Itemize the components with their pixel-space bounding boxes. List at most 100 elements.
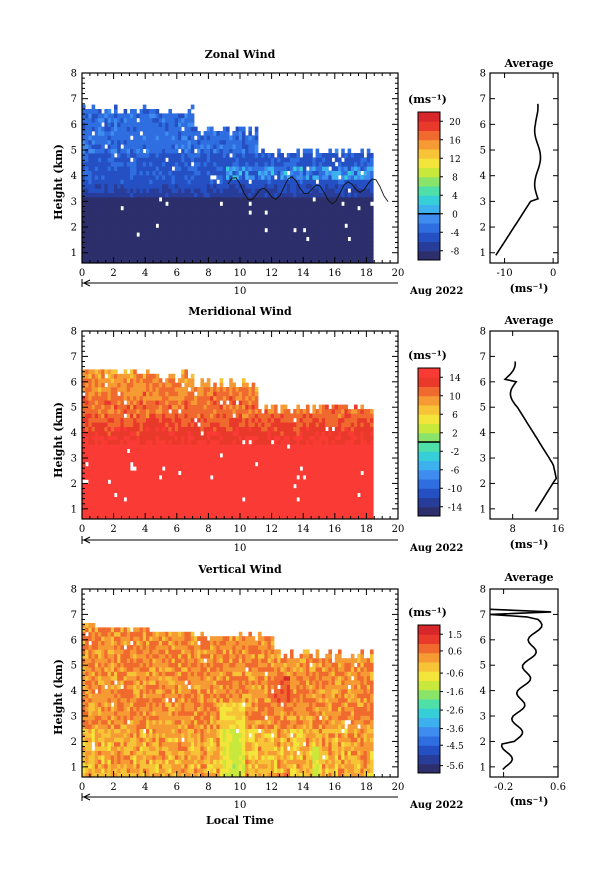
heatmap-cell <box>248 245 252 251</box>
heatmap-cell <box>130 395 134 401</box>
heatmap-cell <box>338 161 342 167</box>
heatmap-cell <box>171 422 176 427</box>
heatmap-cell <box>110 258 115 264</box>
heatmap-cell <box>226 479 230 485</box>
heatmap-cell <box>174 448 179 454</box>
heatmap-cell <box>270 444 275 449</box>
heatmap-cell <box>206 505 211 511</box>
heatmap-cell <box>94 510 99 515</box>
heatmap-cell <box>290 470 294 476</box>
heatmap-cell <box>133 488 137 493</box>
heatmap-cell <box>126 117 131 123</box>
heatmap-cell <box>107 413 112 419</box>
heatmap-cell <box>318 175 323 180</box>
heatmap-cell <box>123 175 128 180</box>
heatmap-cell <box>229 232 233 237</box>
heatmap-cell <box>126 249 131 255</box>
heatmap-cell <box>133 179 137 185</box>
heatmap-cell <box>264 461 268 467</box>
heatmap-cell <box>366 227 371 233</box>
heatmap-cell <box>187 439 192 445</box>
heatmap-cell <box>197 475 201 480</box>
heatmap-cell <box>136 444 140 449</box>
heatmap-cell <box>162 488 166 493</box>
heatmap-cell <box>222 492 227 498</box>
heatmap-cell <box>110 391 115 397</box>
heatmap-cell <box>82 492 86 498</box>
heatmap-cell <box>171 188 176 193</box>
heatmap-cell <box>258 227 262 233</box>
heatmap-cell <box>104 510 108 515</box>
heatmap-cell <box>168 249 172 255</box>
heatmap-cell <box>155 457 160 463</box>
heatmap-cell <box>258 505 262 511</box>
heatmap-cell <box>245 157 249 163</box>
heatmap-cell <box>110 254 115 259</box>
heatmap-cell <box>194 205 198 211</box>
heatmap-cell <box>242 409 246 414</box>
heatmap-cell <box>213 395 217 401</box>
heatmap-cell <box>325 497 329 502</box>
heatmap-cell <box>158 148 163 154</box>
heatmap-cell <box>142 161 147 167</box>
heatmap-cell <box>213 249 217 255</box>
heatmap-cell <box>322 183 326 189</box>
heatmap-cell <box>117 153 121 158</box>
heatmap-cell <box>283 501 288 507</box>
heatmap-cell <box>142 166 147 171</box>
heatmap-cell <box>88 510 92 515</box>
heatmap-cell <box>126 139 131 145</box>
heatmap-cell <box>357 170 361 176</box>
heatmap-cell <box>328 435 332 441</box>
heatmap-cell <box>181 444 185 449</box>
heatmap-cell <box>142 426 147 432</box>
heatmap-cell <box>194 501 198 507</box>
heatmap-cell <box>296 444 300 449</box>
heatmap-cell <box>181 117 185 123</box>
heatmap-cell <box>210 453 214 458</box>
heatmap-cell <box>318 170 323 176</box>
heatmap-cell <box>146 475 150 480</box>
heatmap-cell <box>293 439 297 445</box>
heatmap-cell <box>149 258 153 264</box>
heatmap-cell <box>187 197 192 202</box>
heatmap-cell <box>142 488 147 493</box>
heatmap-cell <box>258 497 262 502</box>
heatmap-cell <box>325 475 329 480</box>
heatmap-cell <box>152 426 156 432</box>
heatmap-cell <box>328 183 332 189</box>
heatmap-cell <box>331 236 336 242</box>
heatmap-cell <box>293 201 297 207</box>
heatmap-cell <box>306 453 310 458</box>
heatmap-cell <box>222 241 227 246</box>
heatmap-cell <box>194 192 198 198</box>
date-label: 10 <box>234 286 247 297</box>
heatmap-cell <box>229 431 233 436</box>
heatmap-cell <box>178 214 182 220</box>
heatmap-cell <box>123 258 128 264</box>
heatmap-cell <box>203 514 208 520</box>
heatmap-cell <box>222 461 227 467</box>
heatmap-cell <box>350 210 355 215</box>
heatmap-cell <box>139 183 144 189</box>
heatmap-cell <box>165 188 169 193</box>
heatmap-cell <box>334 153 339 158</box>
heatmap-cell <box>178 514 182 520</box>
heatmap-cell <box>165 470 169 476</box>
heatmap-cell <box>293 157 297 163</box>
heatmap-cell <box>210 391 214 397</box>
heatmap-cell <box>251 431 256 436</box>
heatmap-cell <box>152 488 156 493</box>
heatmap-cell <box>264 444 268 449</box>
heatmap-cell <box>309 249 313 255</box>
heatmap-cell <box>238 492 243 498</box>
heatmap-cell <box>184 488 188 493</box>
heatmap-cell <box>370 254 374 259</box>
heatmap-cell <box>126 126 131 132</box>
heatmap-cell <box>248 479 252 485</box>
heatmap-cell <box>363 188 368 193</box>
heatmap-cell <box>82 448 86 454</box>
heatmap-cell <box>149 245 153 251</box>
heatmap-cell <box>187 254 192 259</box>
heatmap-cell <box>264 488 268 493</box>
